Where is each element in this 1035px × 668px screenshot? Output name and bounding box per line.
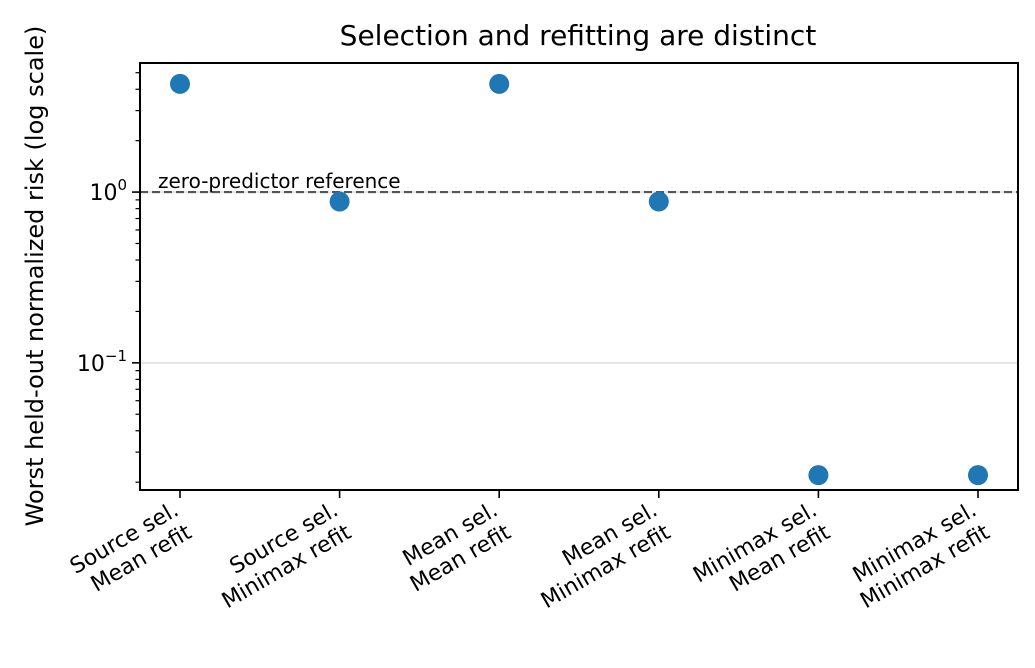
y-axis-label: Worst held-out normalized risk (log scal…: [21, 26, 49, 527]
grid-layer: [140, 191, 1018, 364]
chart-title: Selection and refitting are distinct: [340, 19, 817, 52]
y-ticks: 100 10−1: [77, 72, 140, 483]
data-point: [648, 191, 669, 212]
data-point: [489, 73, 510, 94]
data-point: [170, 73, 190, 94]
x-tick-label: Minimax sel.Minimax refit: [843, 497, 994, 614]
x-ticks: Source sel.Mean refit Source sel.Minimax …: [66, 490, 994, 614]
x-tick-label: Mean sel.Mean refit: [393, 497, 515, 597]
y-tick-label: 10−1: [77, 347, 127, 377]
x-tick-label: Minimax sel.Mean refit: [689, 497, 834, 610]
x-tick-label: Mean sel.Minimax refit: [524, 497, 675, 614]
reference-layer: zero-predictor reference: [140, 169, 1018, 194]
points-layer: [170, 73, 988, 486]
plot-frame: [139, 62, 1019, 491]
data-point: [808, 465, 829, 486]
x-tick-label: Source sel.Minimax refit: [205, 497, 356, 614]
data-point: [329, 191, 350, 212]
data-point: [968, 465, 988, 486]
x-tick-label: Source sel.Mean refit: [66, 497, 196, 602]
y-tick-label: 100: [89, 176, 127, 206]
reference-label: zero-predictor reference: [158, 169, 401, 193]
